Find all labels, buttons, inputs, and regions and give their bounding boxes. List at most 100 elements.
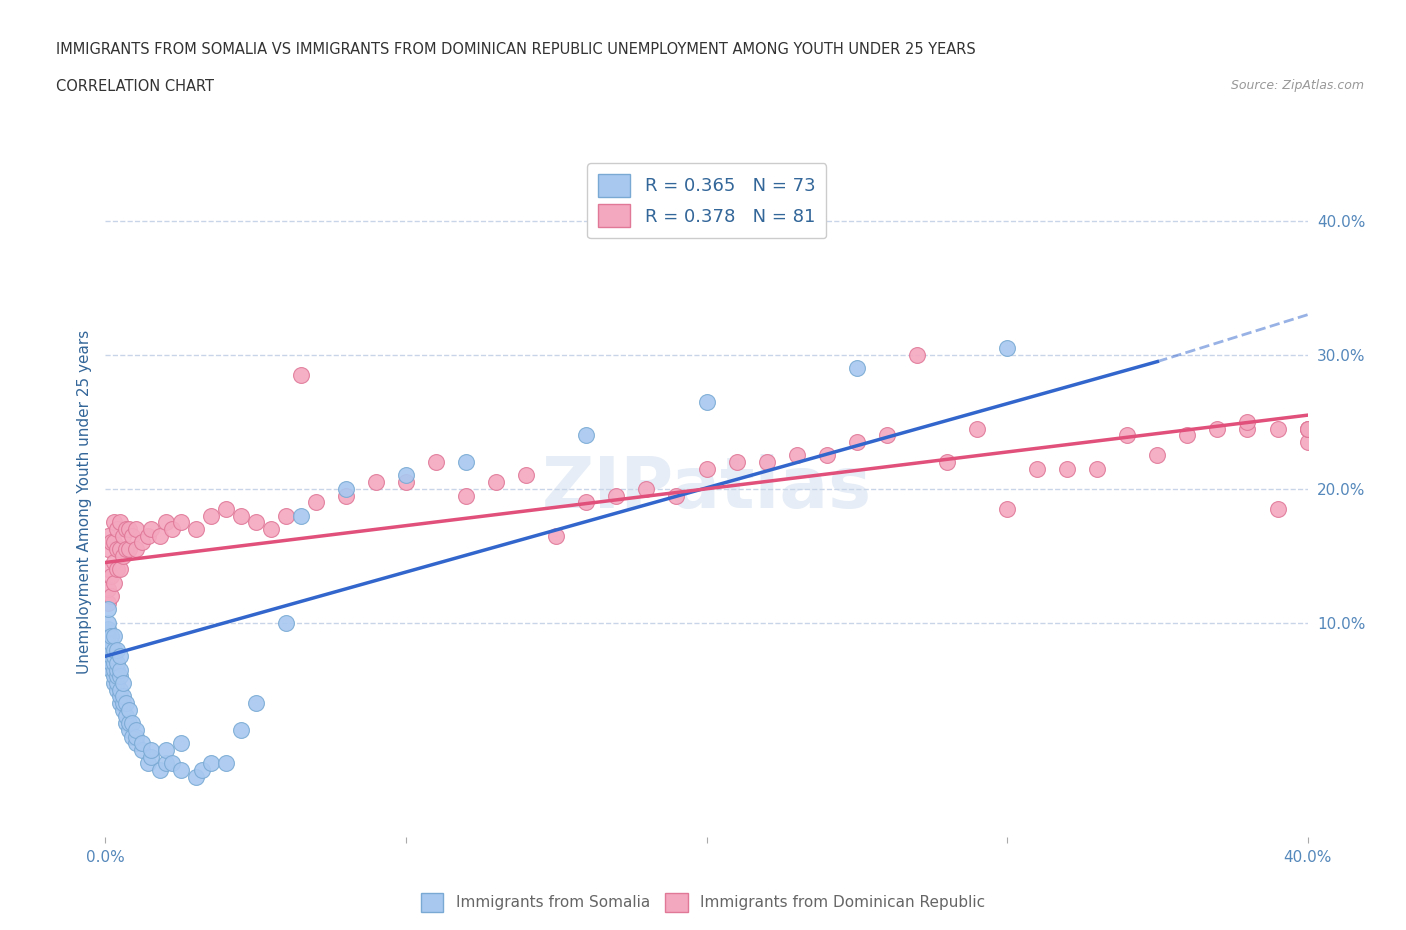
Point xyxy=(115,716,138,731)
Point xyxy=(121,716,143,731)
Point xyxy=(115,522,138,537)
Point xyxy=(103,642,125,657)
Point xyxy=(169,515,191,530)
Point xyxy=(1296,421,1319,436)
Point xyxy=(124,522,146,537)
Point xyxy=(425,455,447,470)
Point xyxy=(100,649,122,664)
Point xyxy=(107,642,129,657)
Point xyxy=(107,669,129,684)
Text: CORRELATION CHART: CORRELATION CHART xyxy=(56,79,214,94)
Point xyxy=(118,702,141,717)
Point xyxy=(112,696,135,711)
Point xyxy=(1296,421,1319,436)
Point xyxy=(124,723,146,737)
Point xyxy=(103,649,125,664)
Point xyxy=(100,629,122,644)
Point xyxy=(815,448,838,463)
Point xyxy=(1267,501,1289,516)
Point xyxy=(103,575,125,590)
Point xyxy=(103,675,125,690)
Point xyxy=(160,522,183,537)
Point xyxy=(200,508,222,523)
Point xyxy=(155,515,177,530)
Point xyxy=(136,756,159,771)
Point xyxy=(110,696,132,711)
Text: IMMIGRANTS FROM SOMALIA VS IMMIGRANTS FROM DOMINICAN REPUBLIC UNEMPLOYMENT AMONG: IMMIGRANTS FROM SOMALIA VS IMMIGRANTS FR… xyxy=(56,42,976,57)
Point xyxy=(335,488,357,503)
Point xyxy=(1267,421,1289,436)
Point xyxy=(1236,421,1258,436)
Point xyxy=(107,562,129,577)
Point xyxy=(100,589,122,604)
Point xyxy=(155,756,177,771)
Point xyxy=(725,455,748,470)
Point xyxy=(115,541,138,556)
Point xyxy=(274,616,297,631)
Point xyxy=(575,428,598,443)
Point xyxy=(845,361,868,376)
Point xyxy=(112,689,135,704)
Point xyxy=(1296,434,1319,449)
Point xyxy=(515,468,537,483)
Point xyxy=(200,756,222,771)
Point xyxy=(97,649,120,664)
Point xyxy=(335,482,357,497)
Point xyxy=(636,482,658,497)
Point xyxy=(139,742,162,757)
Point xyxy=(97,616,120,631)
Point xyxy=(124,729,146,744)
Point xyxy=(184,522,207,537)
Point xyxy=(110,669,132,684)
Point xyxy=(100,642,122,657)
Point xyxy=(103,555,125,570)
Point xyxy=(107,675,129,690)
Point xyxy=(103,629,125,644)
Point xyxy=(103,656,125,671)
Point xyxy=(290,367,312,382)
Point xyxy=(107,522,129,537)
Point xyxy=(100,568,122,583)
Point xyxy=(1085,461,1108,476)
Point xyxy=(1056,461,1078,476)
Point xyxy=(97,602,120,617)
Point xyxy=(1236,415,1258,430)
Legend: R = 0.365   N = 73, R = 0.378   N = 81: R = 0.365 N = 73, R = 0.378 N = 81 xyxy=(586,163,827,238)
Point xyxy=(97,541,120,556)
Point xyxy=(118,522,141,537)
Point xyxy=(696,394,718,409)
Point xyxy=(97,629,120,644)
Point xyxy=(214,501,236,516)
Point xyxy=(395,468,418,483)
Point xyxy=(184,769,207,784)
Point xyxy=(115,696,138,711)
Point xyxy=(110,515,132,530)
Point xyxy=(995,501,1018,516)
Point xyxy=(148,763,170,777)
Y-axis label: Unemployment Among Youth under 25 years: Unemployment Among Youth under 25 years xyxy=(76,330,91,674)
Point xyxy=(148,528,170,543)
Point xyxy=(110,562,132,577)
Point xyxy=(995,340,1018,355)
Point xyxy=(229,723,252,737)
Point xyxy=(485,474,508,489)
Point xyxy=(546,528,568,543)
Point xyxy=(229,508,252,523)
Point xyxy=(876,428,898,443)
Point xyxy=(364,474,387,489)
Point xyxy=(107,541,129,556)
Point xyxy=(118,541,141,556)
Point xyxy=(1116,428,1139,443)
Point xyxy=(103,669,125,684)
Text: ZIPatlas: ZIPatlas xyxy=(541,455,872,524)
Point xyxy=(124,736,146,751)
Point xyxy=(97,562,120,577)
Point xyxy=(1026,461,1049,476)
Point xyxy=(155,742,177,757)
Point xyxy=(169,763,191,777)
Point xyxy=(274,508,297,523)
Point xyxy=(131,736,153,751)
Point xyxy=(966,421,988,436)
Point xyxy=(936,455,959,470)
Point xyxy=(665,488,688,503)
